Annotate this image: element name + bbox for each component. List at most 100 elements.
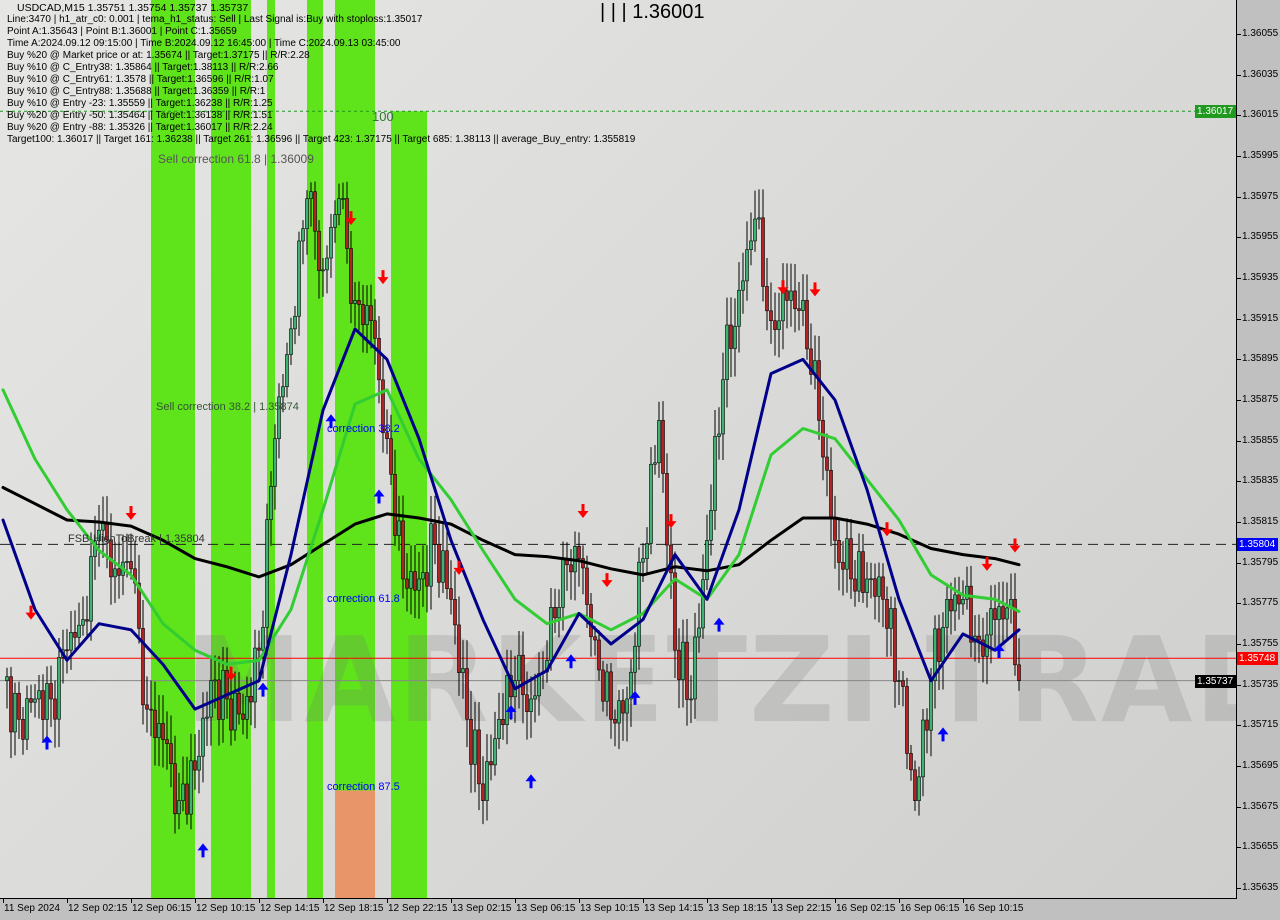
candle-body (997, 606, 1001, 620)
time-tick-label: 12 Sep 02:15 (68, 903, 128, 914)
candle-body (909, 753, 913, 771)
candle-body (733, 325, 737, 349)
moving-average-ma-slow (1, 486, 1021, 579)
candle-body (585, 567, 589, 605)
info-panel: USDCAD,M15 1.35751 1.35754 1.35737 1.357… (7, 2, 635, 146)
candle-body (593, 636, 597, 641)
candle-body (797, 308, 801, 311)
candle-body (885, 599, 889, 629)
candle-body (645, 543, 649, 559)
price-tick-label: 1.35955 (1242, 231, 1279, 243)
candle-body (409, 571, 413, 589)
price-tick-label: 1.35855 (1242, 434, 1279, 446)
time-tick-mark (579, 899, 580, 903)
price-tick-label: 1.35655 (1242, 841, 1279, 853)
candle-body (649, 463, 653, 544)
info-line: Buy %20 @ Entry -50: 1.35464 || Target:1… (7, 110, 273, 121)
time-tick-mark (707, 899, 708, 903)
price-tick-mark (1237, 318, 1241, 320)
time-tick-mark (771, 899, 772, 903)
candle-body (97, 529, 101, 541)
price-tick-mark (1237, 888, 1241, 890)
candle-body (833, 517, 837, 541)
candle-body (925, 719, 929, 731)
watermark: MARKETZI TRADE (185, 611, 1236, 749)
price-tick-label: 1.36055 (1242, 28, 1279, 39)
sell-arrow-icon (777, 280, 789, 295)
price-tick-label: 1.35835 (1242, 475, 1279, 487)
candle-body (749, 240, 753, 250)
sell-arrow-icon (453, 560, 465, 575)
candle-body (21, 718, 25, 740)
candle-body (441, 550, 445, 583)
candle-body (65, 649, 69, 652)
candle-body (745, 249, 749, 282)
time-tick-label: 13 Sep 06:15 (516, 903, 576, 914)
price-tick-mark (1237, 196, 1241, 198)
candle-body (69, 632, 73, 651)
signal-zone-orange (335, 790, 375, 898)
candle-body (85, 619, 89, 622)
price-tick-label: 1.35815 (1242, 516, 1279, 528)
buy-arrow-icon (257, 682, 269, 697)
candle-body (377, 338, 381, 381)
candle-body (549, 607, 553, 661)
candle-body (77, 624, 81, 638)
candle-body (293, 315, 297, 330)
price-tick-mark (1237, 74, 1241, 76)
candle-body (921, 719, 925, 778)
price-tag: 1.35737 (1195, 674, 1236, 688)
signal-zone (267, 0, 275, 898)
candle-body (601, 669, 605, 702)
buy-arrow-icon (325, 414, 337, 429)
candle-body (305, 198, 309, 229)
candle-body (141, 628, 145, 706)
chart-area[interactable]: MARKETZI TRADE USDCAD,M15 1.35751 1.3575… (0, 0, 1237, 899)
price-layer (0, 110, 1236, 858)
candle-body (729, 324, 733, 349)
signal-zone (391, 111, 427, 898)
info-line: Buy %10 @ C_Entry38: 1.35864 || Target:1… (7, 62, 279, 73)
candle-body (609, 671, 613, 720)
time-tick-mark (515, 899, 516, 903)
candle-body (73, 632, 77, 638)
price-tick-label: 1.35875 (1242, 394, 1279, 406)
candle-body (241, 713, 245, 720)
candle-body (449, 588, 453, 600)
price-tick-mark (1237, 806, 1241, 808)
buy-arrow-icon (505, 705, 517, 720)
candle-body (429, 523, 433, 587)
price-tick-label: 1.36035 (1242, 68, 1279, 80)
symbol-title: USDCAD,M15 1.35751 1.35754 1.35737 1.357… (17, 2, 249, 14)
candle-body (977, 635, 981, 641)
buy-arrow-icon (565, 654, 577, 669)
zones-layer (151, 0, 427, 898)
candle-body (665, 473, 669, 546)
time-tick-mark (835, 899, 836, 903)
candle-body (525, 694, 529, 712)
candle-body (597, 639, 601, 671)
candle-body (237, 692, 241, 715)
candle-body (349, 248, 353, 304)
candle-body (917, 776, 921, 801)
candle-body (253, 647, 257, 703)
correction-382-label: correction 38.2 (327, 423, 400, 435)
candle-body (337, 198, 341, 215)
candle-body (773, 320, 777, 330)
candle-body (381, 379, 385, 434)
price-tick-mark (1237, 34, 1241, 35)
price-tick-label: 1.35915 (1242, 312, 1279, 324)
candle-body (521, 654, 525, 696)
candle-body (929, 680, 933, 731)
candle-body (637, 561, 641, 647)
info-line: Buy %10 @ C_Entry61: 1.3578 || Target:1.… (7, 74, 274, 85)
time-tick-label: 16 Sep 10:15 (964, 903, 1024, 914)
candle-body (605, 671, 609, 702)
candle-body (681, 641, 685, 680)
candle-body (505, 675, 509, 726)
candle-body (41, 690, 45, 720)
candle-body (485, 761, 489, 801)
candle-body (561, 558, 565, 608)
candle-body (137, 582, 141, 629)
candle-body (13, 692, 17, 733)
